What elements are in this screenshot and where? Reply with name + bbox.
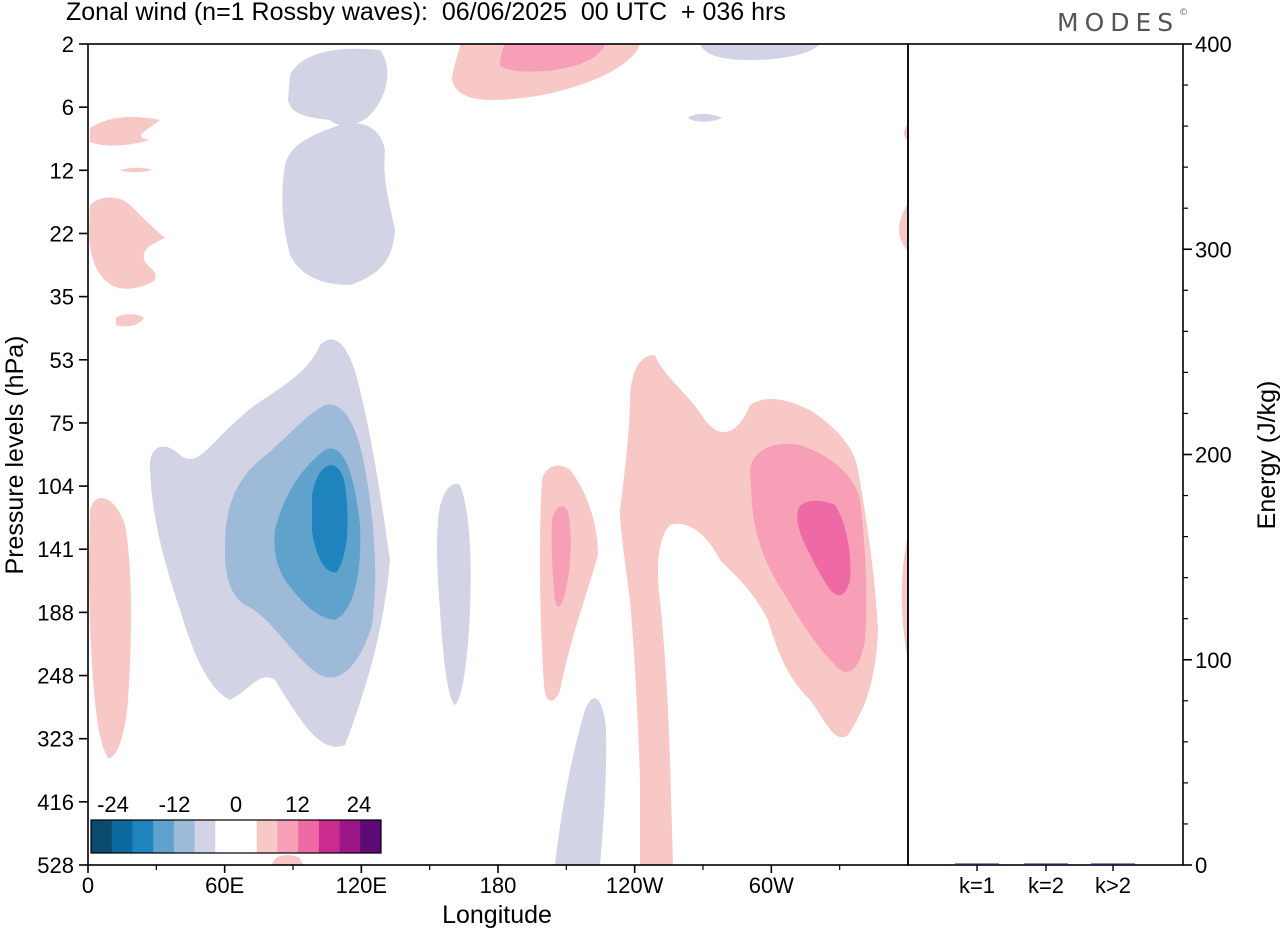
energy-category-label: k>2 (1095, 873, 1131, 898)
colorbar-label: 12 (285, 792, 309, 817)
energy-category-label: k=2 (1028, 873, 1064, 898)
contour-neg-faint (700, 44, 820, 60)
colorbar-label: -24 (97, 792, 129, 817)
y-tick-label: 75 (50, 411, 74, 436)
y-tick-label: 188 (37, 600, 74, 625)
contour-neg-faint (288, 48, 388, 126)
y-tick-label: 141 (37, 537, 74, 562)
energy-tick-label: 100 (1195, 648, 1232, 673)
x-axis-label: Longitude (442, 901, 552, 929)
contour-pos-light (750, 443, 867, 672)
colorbar-swatch (256, 820, 278, 853)
y-tick-label: 53 (50, 348, 74, 373)
x-tick-label: 60E (205, 873, 244, 898)
x-axis: 0 60E 120E 180 120W 60W (82, 865, 841, 898)
energy-bar (955, 863, 999, 865)
colorbar-swatch (153, 820, 175, 853)
contour-pos-faint (120, 167, 152, 173)
contour-pos-faint (452, 44, 640, 100)
colorbar-swatch (339, 820, 361, 853)
contour-pos-faint (899, 205, 907, 250)
colorbar-swatch (215, 820, 237, 853)
x-tick-label: 120E (336, 873, 387, 898)
contour-pos-faint (904, 125, 907, 140)
contour-pos-faint (89, 498, 132, 759)
energy-bars (955, 863, 1135, 865)
colorbar-swatch (91, 820, 113, 853)
brand-logo: MODES© (1057, 8, 1189, 37)
contour-pos-faint (901, 540, 907, 655)
colorbar-legend: -24 -12 0 12 24 (90, 784, 382, 854)
colorbar-label: 0 (230, 792, 242, 817)
y-tick-label: 6 (62, 95, 74, 120)
y-tick-label: 528 (37, 853, 74, 878)
energy-category-axis: k=1 k=2 k>2 (959, 865, 1131, 898)
x-tick-label: 180 (480, 873, 517, 898)
contour-neg-faint (688, 113, 722, 122)
colorbar-swatch (318, 820, 341, 853)
energy-tick-label: 300 (1195, 237, 1232, 262)
colorbar-swatch (236, 820, 258, 853)
contour-pos-faint (540, 465, 598, 701)
y-tick-label: 12 (50, 158, 74, 183)
contour-pos-faint (272, 854, 303, 865)
contour-field (89, 44, 907, 865)
energy-tick-label: 400 (1195, 32, 1232, 57)
y-axis-label: Pressure levels (hPa) (1, 336, 29, 575)
colorbar-swatch (194, 820, 216, 853)
x-tick-label: 0 (82, 873, 94, 898)
colorbar-swatch (132, 820, 154, 853)
colorbar-label: 24 (347, 792, 371, 817)
y-tick-label: 22 (50, 221, 74, 246)
contour-neg-faint (436, 484, 471, 705)
contour-neg-faint (555, 698, 607, 865)
colorbar-swatch (298, 820, 320, 853)
energy-bar (1091, 863, 1135, 865)
energy-tick-label: 200 (1195, 443, 1232, 468)
energy-panel-frame (907, 43, 1184, 866)
contour-neg-strong (312, 465, 348, 573)
colorbar-swatch (111, 820, 133, 853)
contour-pos-faint (90, 116, 160, 146)
y-tick-label: 248 (37, 664, 74, 689)
energy-axis: 0 100 200 300 400 (1183, 32, 1232, 878)
y-tick-label: 104 (37, 474, 74, 499)
y-tick-label: 416 (37, 790, 74, 815)
x-tick-label: 60W (749, 873, 794, 898)
contour-pos-faint (116, 314, 144, 327)
contour-neg-faint (282, 123, 395, 285)
colorbar-swatch (277, 820, 299, 853)
x-tick-label: 120W (606, 873, 664, 898)
energy-bar (1024, 863, 1068, 865)
y-tick-label: 35 (50, 285, 74, 310)
chart-title: Zonal wind (n=1 Rossby waves): 06/06/202… (66, 0, 786, 26)
contour-pos-mid (797, 500, 851, 596)
y-tick-label: 2 (62, 32, 74, 57)
energy-tick-label: 0 (1195, 853, 1207, 878)
colorbar-label: -12 (159, 792, 191, 817)
contour-pos-faint (89, 197, 165, 289)
y-axis: 2 6 12 22 35 53 75 104 141 188 248 323 416 528 (37, 32, 88, 878)
y-tick-label: 323 (37, 727, 74, 752)
colorbar-swatch (173, 820, 196, 853)
contour-pos-light (551, 506, 571, 607)
energy-axis-label: Energy (J/kg) (1253, 381, 1280, 530)
colorbar-swatch (360, 820, 382, 853)
contour-pos-light (500, 44, 605, 72)
energy-category-label: k=1 (959, 873, 995, 898)
colorbar-frame (90, 819, 382, 854)
